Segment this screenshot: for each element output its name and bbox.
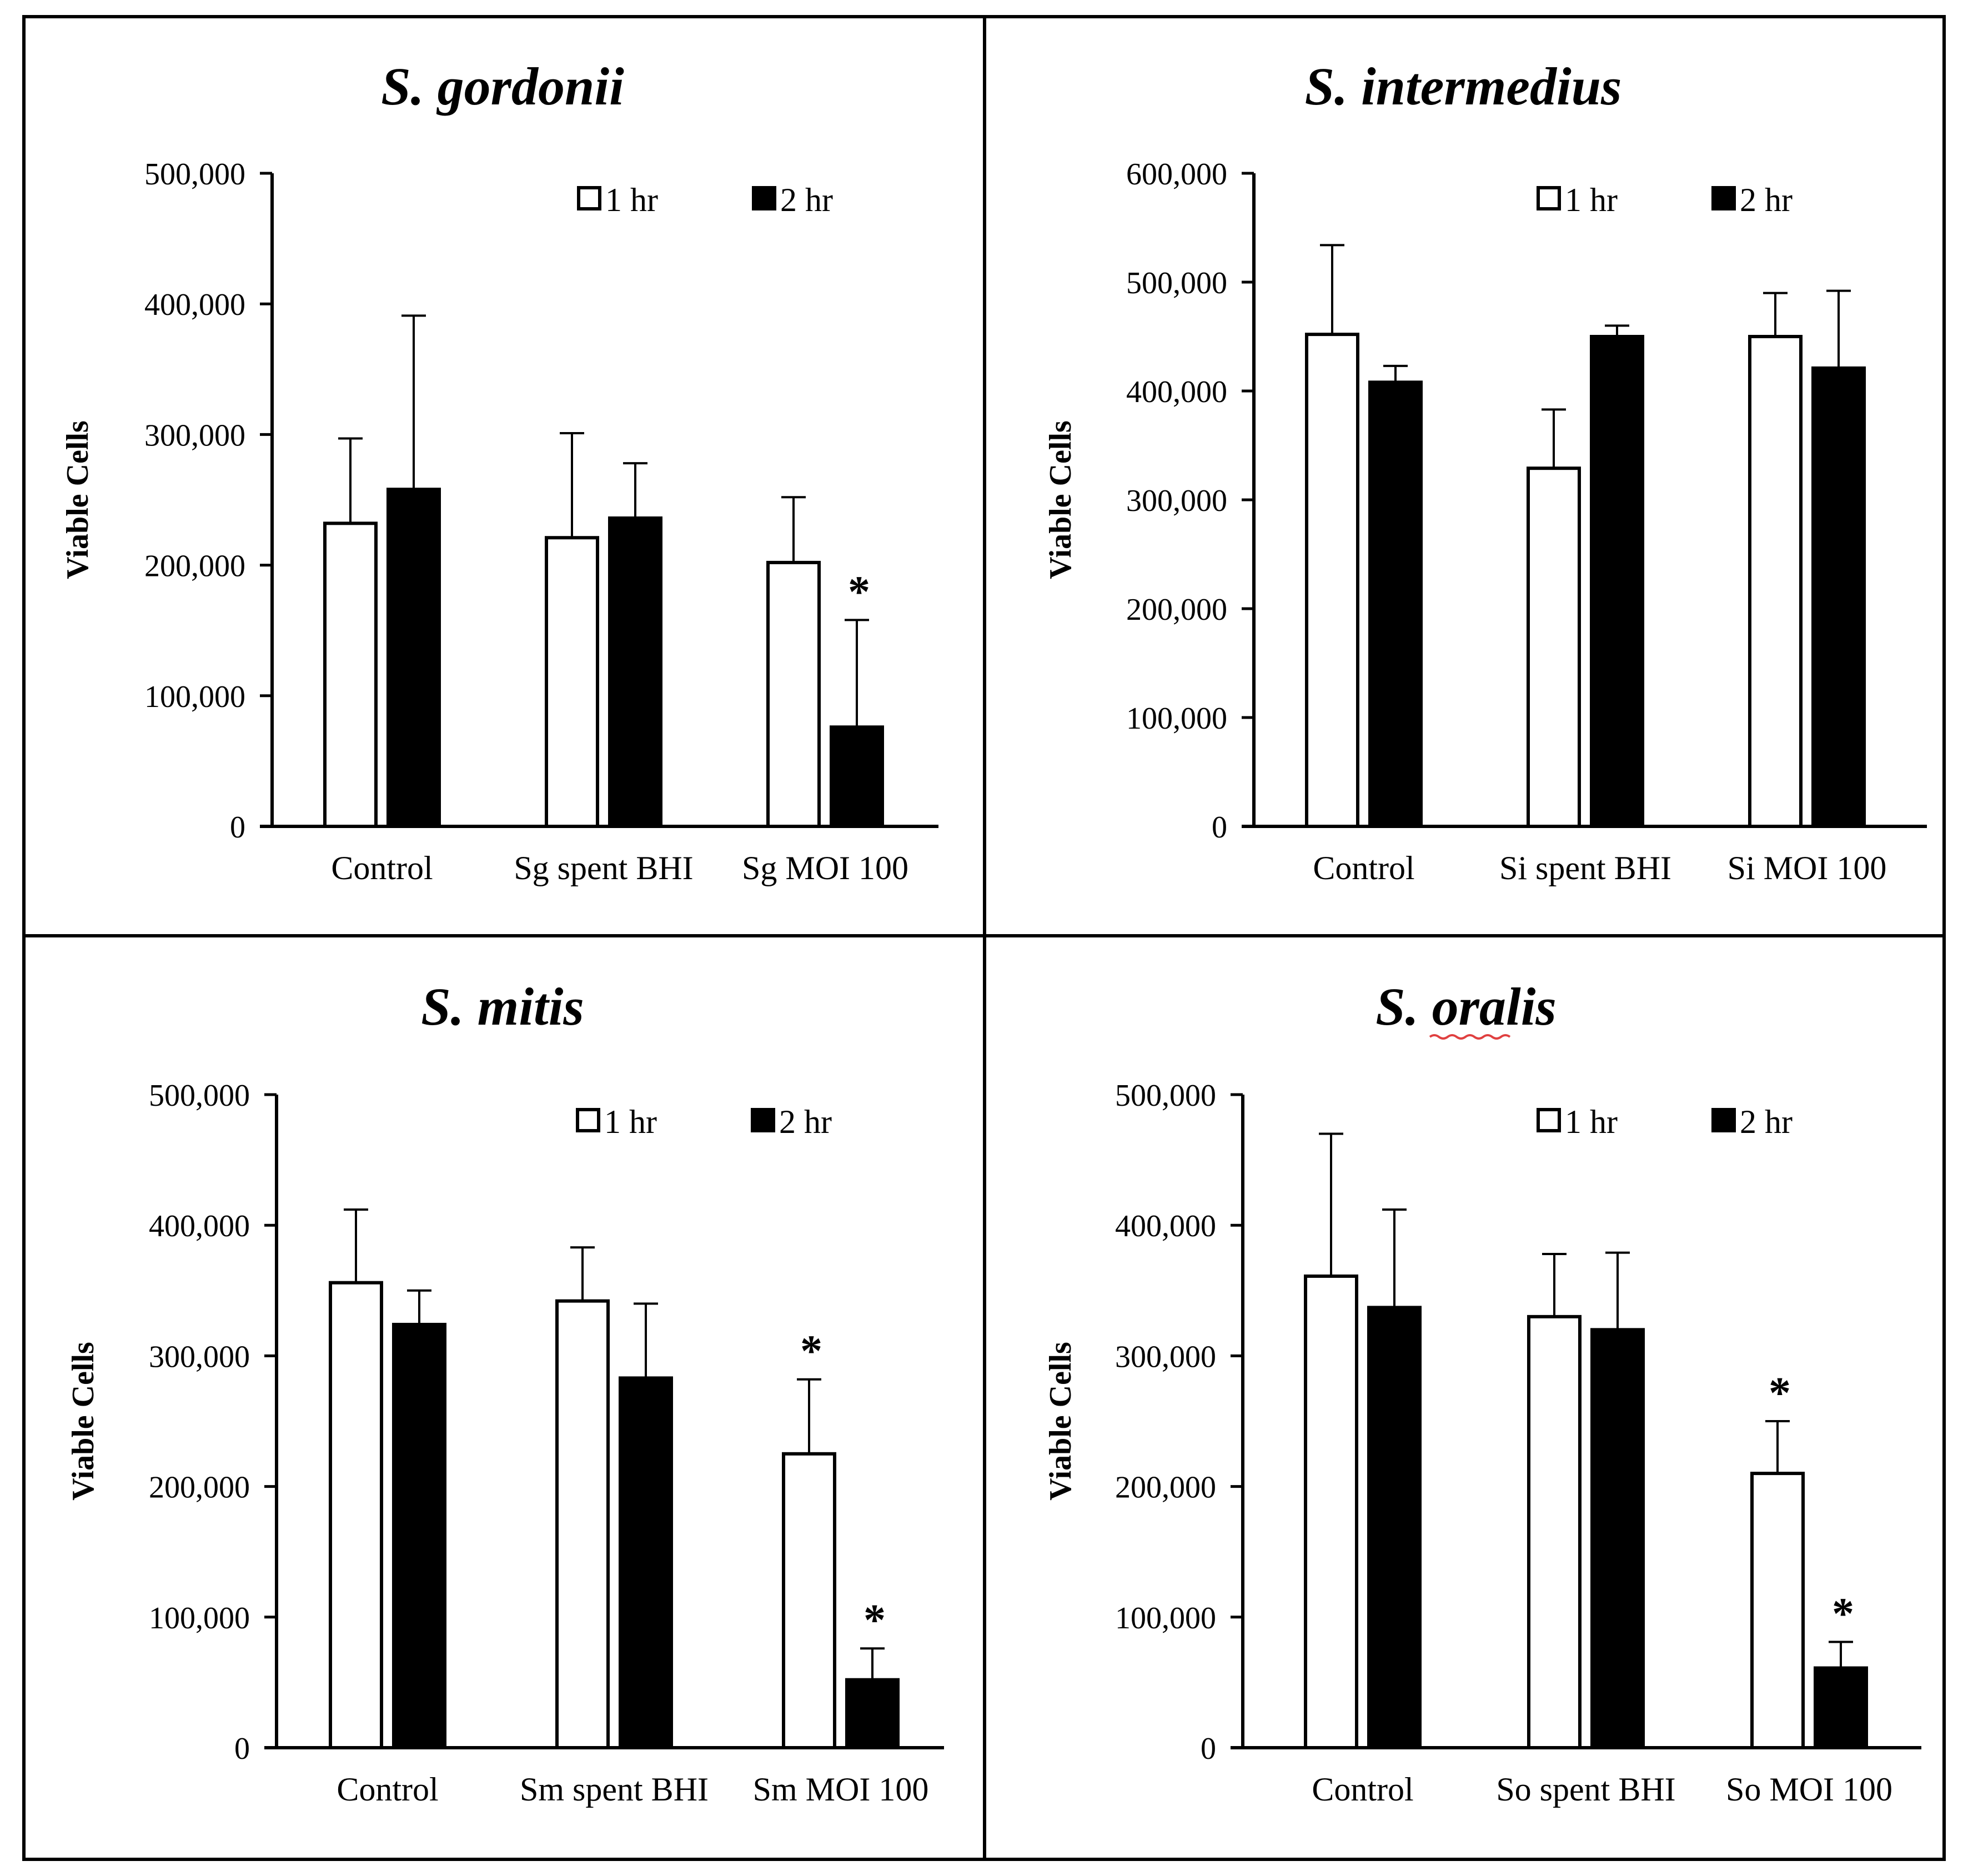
x-category-label: Si spent BHI — [1499, 850, 1671, 886]
bar-1hr-0 — [1305, 333, 1359, 828]
chart-panel-4: S. oralis Viable Cells 0 100,000 200,000 300,… — [1043, 977, 1921, 1808]
bar-1hr-2 — [782, 1452, 836, 1750]
bar-1hr-2 — [766, 560, 821, 828]
x-category-label: Control — [1313, 850, 1414, 886]
x-category-label: So MOI 100 — [1726, 1771, 1892, 1808]
x-category-label: Control — [331, 850, 433, 886]
x-category-label: Control — [337, 1771, 438, 1808]
legend-swatch-2hr — [1711, 1108, 1736, 1132]
x-category-label: Control — [1312, 1771, 1413, 1808]
legend-swatch-2hr — [751, 1108, 775, 1132]
bar-1hr-2 — [1750, 1472, 1805, 1750]
legend-swatch-1hr — [1537, 186, 1561, 210]
significance-star: * — [1769, 1369, 1791, 1418]
y-tick-label: 400,000 — [1115, 1209, 1216, 1243]
y-tick-label: 200,000 — [144, 549, 245, 584]
bar-2hr-2 — [1811, 366, 1866, 828]
legend-label: 2 hr — [1740, 182, 1793, 218]
y-tick-label: 300,000 — [1126, 484, 1227, 518]
y-tick-label: 100,000 — [1115, 1601, 1216, 1636]
x-category-label: Sm spent BHI — [520, 1771, 709, 1808]
y-axis-label: Viable Cells — [66, 1342, 101, 1501]
y-axis-label: Viable Cells — [1043, 1342, 1078, 1501]
bar-2hr-1 — [1590, 1328, 1645, 1750]
legend-label: 1 hr — [604, 1103, 657, 1140]
legend-label: 2 hr — [1740, 1103, 1793, 1140]
y-tick-label: 100,000 — [149, 1601, 250, 1636]
y-tick-label: 400,000 — [144, 288, 245, 322]
bar-1hr-1 — [1527, 467, 1581, 828]
y-tick-label: 0 — [1212, 810, 1227, 845]
y-axis-label: Viable Cells — [1043, 420, 1078, 579]
y-tick-label: 100,000 — [144, 680, 245, 714]
bar-1hr-0 — [1304, 1274, 1358, 1749]
y-axis-label: Viable Cells — [61, 420, 95, 579]
significance-star: * — [800, 1327, 822, 1376]
legend-swatch-1hr — [577, 186, 601, 210]
y-tick-label: 200,000 — [149, 1471, 250, 1505]
y-tick-label: 400,000 — [1126, 375, 1227, 409]
chart-panel-1: S. gordonii Viable Cells 0 100,000 200,000 30… — [61, 57, 938, 886]
significance-star: * — [848, 568, 870, 616]
y-tick-label: 600,000 — [1126, 157, 1227, 192]
y-tick-label: 300,000 — [144, 418, 245, 453]
bar-2hr-1 — [608, 516, 662, 828]
y-tick-label: 500,000 — [144, 157, 245, 192]
bar-2hr-1 — [619, 1376, 673, 1750]
bar-2hr-1 — [1590, 335, 1644, 828]
x-category-label: Sm MOI 100 — [753, 1771, 929, 1808]
legend-swatch-1hr — [1537, 1108, 1561, 1132]
chart-title: S. gordonii — [381, 57, 624, 116]
bar-1hr-1 — [555, 1299, 610, 1749]
bar-1hr-0 — [329, 1281, 383, 1749]
y-tick-label: 0 — [230, 810, 245, 845]
y-tick-label: 0 — [234, 1732, 250, 1766]
x-category-label: Sg MOI 100 — [742, 850, 908, 886]
y-tick-label: 0 — [1201, 1732, 1216, 1766]
legend-swatch-1hr — [576, 1108, 600, 1132]
y-tick-label: 500,000 — [1115, 1079, 1216, 1113]
legend-label: 2 hr — [780, 182, 833, 218]
chart-title: S. intermedius — [1305, 57, 1622, 116]
bar-2hr-0 — [1367, 1306, 1422, 1749]
legend-label: 1 hr — [605, 182, 658, 218]
y-tick-label: 200,000 — [1115, 1471, 1216, 1505]
bar-1hr-1 — [545, 536, 599, 828]
chart-title: S. oralis — [1375, 977, 1556, 1036]
legend-label: 1 hr — [1565, 182, 1618, 218]
x-category-label: So spent BHI — [1496, 1771, 1675, 1808]
legend-swatch-2hr — [752, 186, 776, 210]
bar-1hr-1 — [1527, 1315, 1582, 1750]
bar-2hr-0 — [1368, 380, 1423, 828]
bar-2hr-2 — [1814, 1666, 1868, 1750]
chart-panel-3: S. mitis Viable Cells 0 100,000 200,000 300,0… — [66, 977, 944, 1808]
bar-1hr-0 — [323, 521, 378, 828]
x-category-label: Si MOI 100 — [1728, 850, 1887, 886]
bar-2hr-0 — [386, 488, 441, 828]
bar-2hr-0 — [392, 1322, 446, 1749]
y-tick-label: 400,000 — [149, 1209, 250, 1243]
y-tick-label: 500,000 — [149, 1079, 250, 1113]
chart-panel-2: S. intermedius Viable Cells 0 100,000 200,00… — [1043, 57, 1927, 886]
y-tick-label: 500,000 — [1126, 266, 1227, 300]
y-tick-label: 300,000 — [1115, 1340, 1216, 1374]
significance-star: * — [863, 1596, 886, 1645]
bar-2hr-2 — [830, 725, 884, 829]
chart-title: S. mitis — [421, 977, 584, 1036]
y-tick-label: 100,000 — [1126, 701, 1227, 736]
x-category-label: Sg spent BHI — [514, 850, 693, 886]
y-tick-label: 300,000 — [149, 1340, 250, 1374]
legend-swatch-2hr — [1711, 186, 1736, 210]
significance-star: * — [1832, 1589, 1854, 1638]
legend-label: 2 hr — [779, 1103, 832, 1140]
bar-1hr-2 — [1748, 335, 1803, 828]
bar-2hr-2 — [845, 1678, 900, 1750]
y-tick-label: 200,000 — [1126, 593, 1227, 627]
spellcheck-underline — [1429, 1034, 1511, 1040]
legend-label: 1 hr — [1565, 1103, 1618, 1140]
